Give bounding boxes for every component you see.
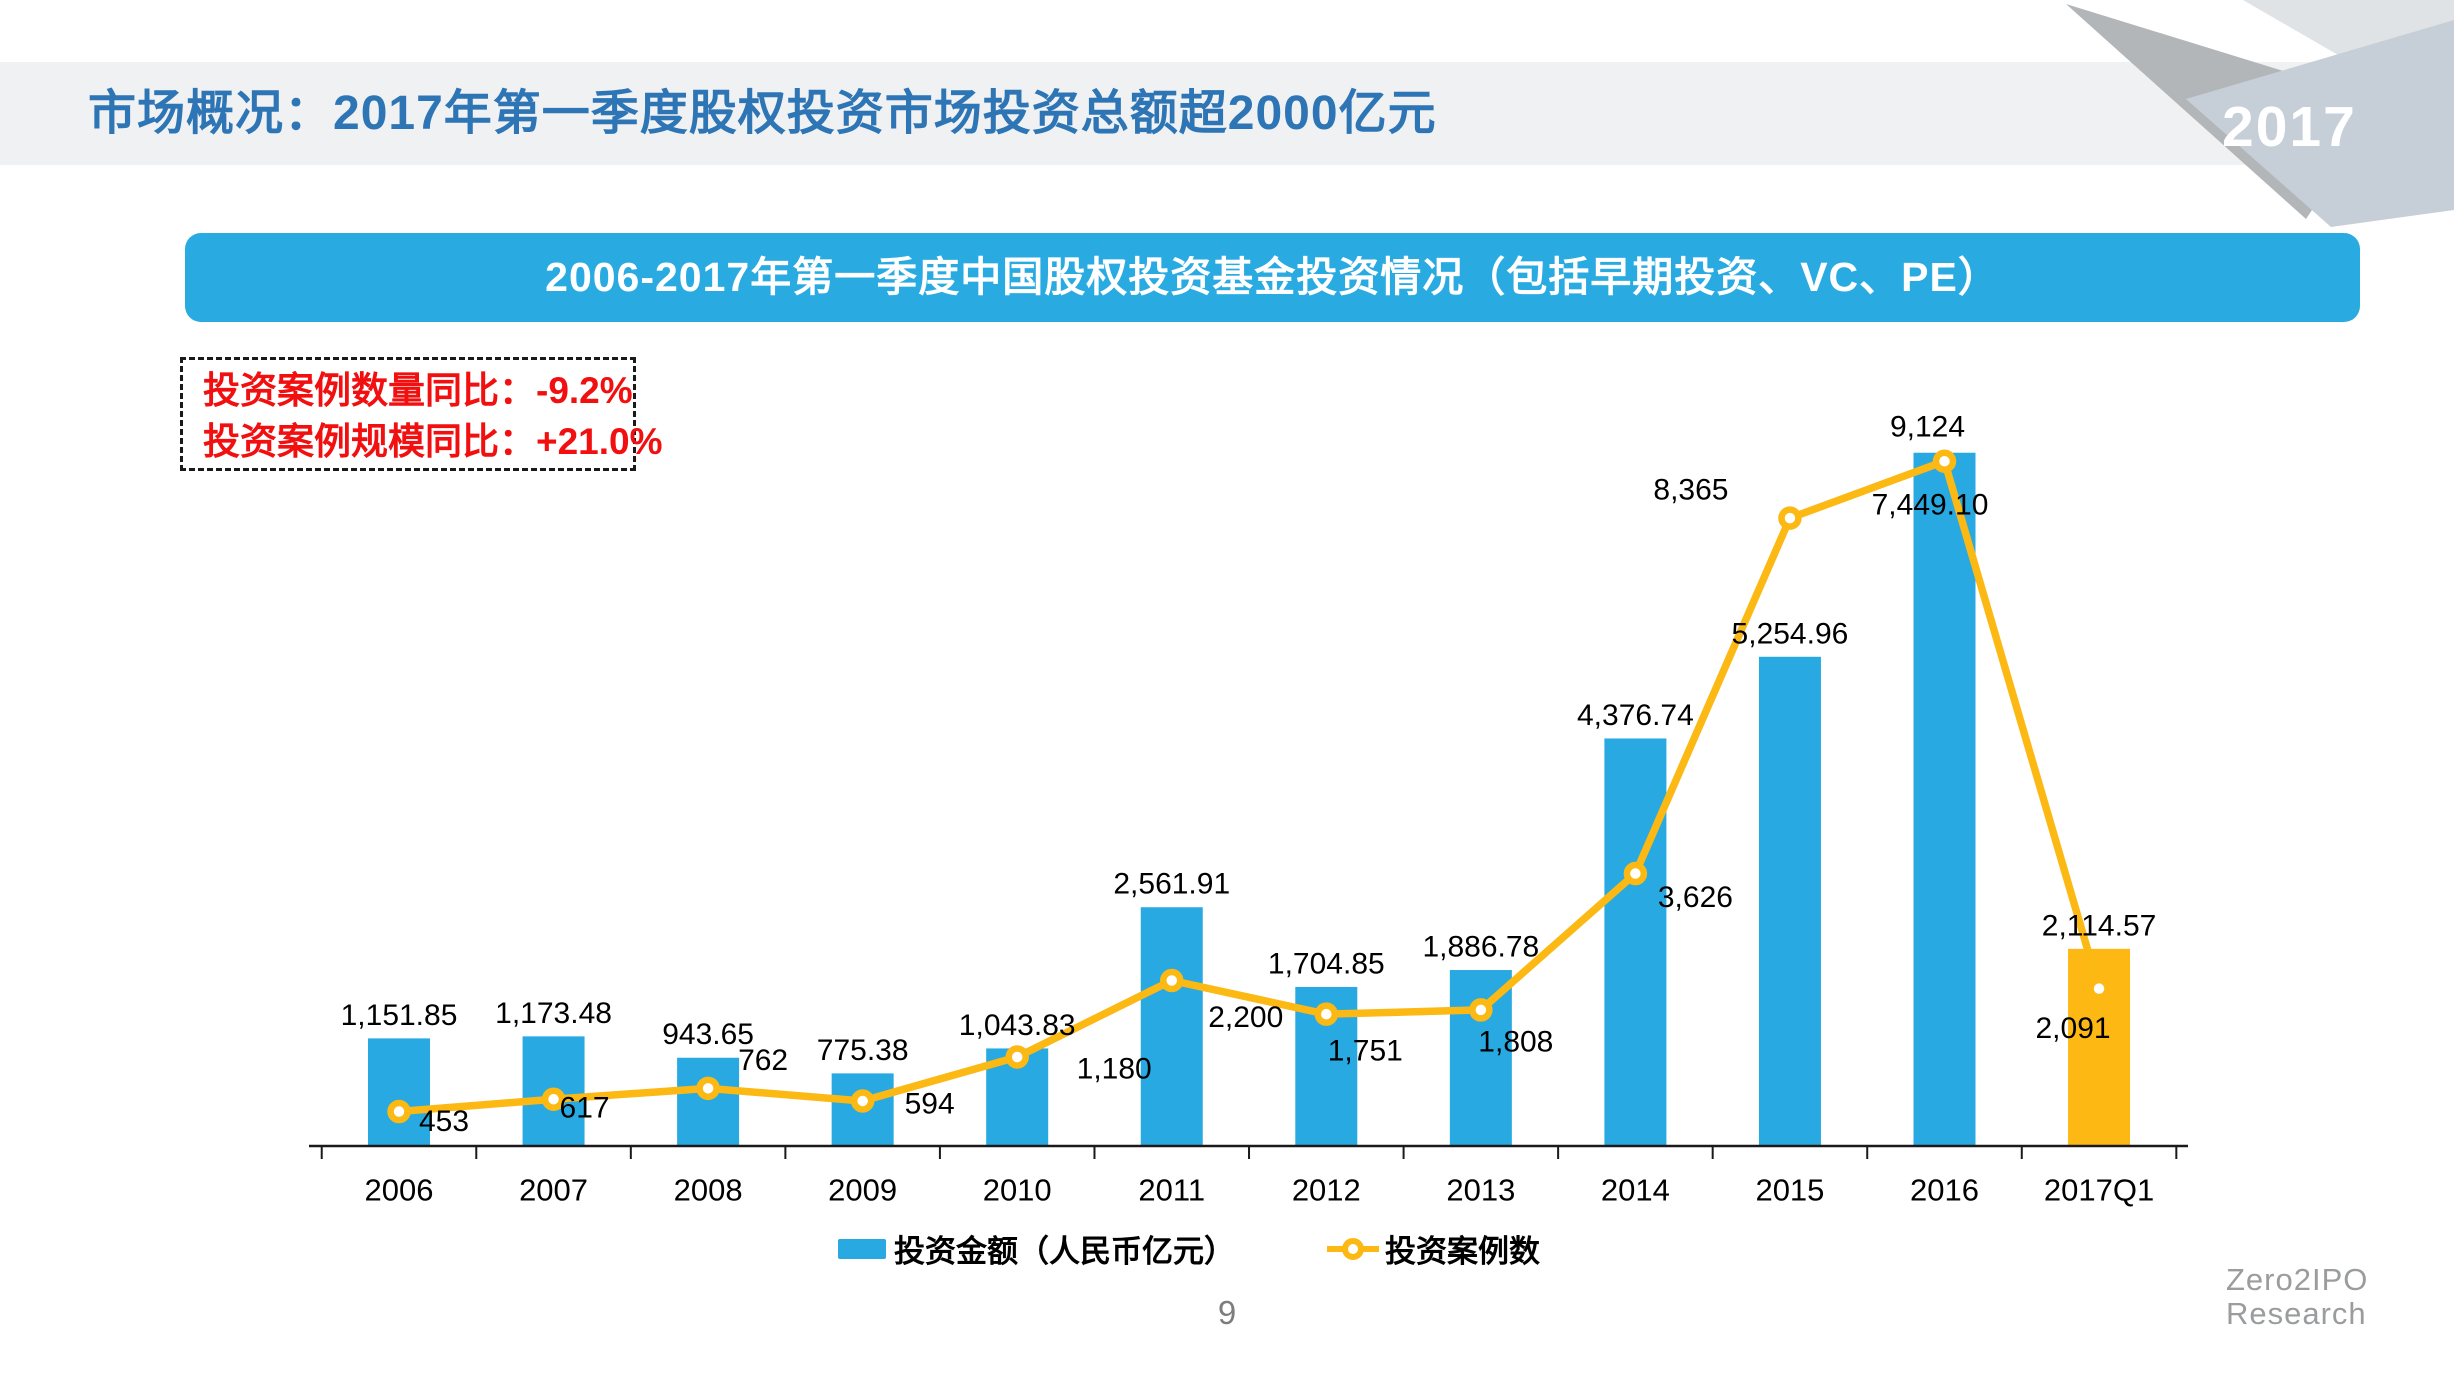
line-label-2015: 8,365: [1653, 474, 1728, 507]
marker-2017Q1: [2087, 976, 2111, 1001]
line-label-2013: 1,808: [1478, 1025, 1553, 1058]
bar-label-2009: 775.38: [817, 1034, 909, 1067]
bar-label-2007: 1,173.48: [495, 997, 612, 1030]
line-label-2010: 1,180: [1077, 1053, 1152, 1086]
line-label-2009: 594: [905, 1087, 955, 1120]
bar-2015: [1758, 656, 1821, 1147]
bar-label-2015: 5,254.96: [1732, 617, 1849, 650]
bar-2011: [1140, 907, 1203, 1147]
legend-label-amount: 投资金额（人民币亿元）: [894, 1234, 1235, 1269]
zero2ipo-logo: Zero2IPO Research: [2226, 1263, 2368, 1331]
marker-2008: [696, 1076, 720, 1101]
bar-label-2008: 943.65: [662, 1018, 754, 1051]
line-label-2012: 1,751: [1328, 1035, 1403, 1068]
marker-2010: [1005, 1045, 1029, 1069]
bar-2006: [368, 1038, 430, 1147]
logo-line-1: Zero2IPO: [2226, 1262, 2369, 1297]
bar-2014: [1604, 738, 1667, 1147]
bar-label-2006: 1,151.85: [341, 999, 458, 1032]
x-label-2007: 2007: [519, 1173, 588, 1208]
page-number: 9: [1217, 1294, 1237, 1331]
marker-2015: [1778, 506, 1802, 530]
chart-legend: 投资金额（人民币亿元） 投资案例数: [838, 1226, 1540, 1271]
marker-2007: [541, 1087, 566, 1111]
bar-label-2014: 4,376.74: [1577, 699, 1694, 732]
x-label-2011: 2011: [1138, 1173, 1205, 1208]
title-bar: 市场概况：2017年第一季度股权投资市场投资总额超2000亿元: [0, 62, 2454, 165]
marker-2006: [387, 1099, 411, 1124]
x-label-2013: 2013: [1446, 1173, 1515, 1208]
marker-2016: [1932, 449, 1957, 473]
x-label-2014: 2014: [1601, 1173, 1670, 1208]
page-title: 市场概况：2017年第一季度股权投资市场投资总额超2000亿元: [88, 87, 1437, 140]
line-series-marker: [1327, 1237, 1379, 1260]
bar-label-2013: 1,886.78: [1422, 931, 1539, 964]
line-label-2014: 3,626: [1658, 881, 1733, 914]
bar-label-2011: 2,561.91: [1113, 868, 1230, 901]
chart-title-banner: 2006-2017年第一季度中国股权投资基金投资情况（包括早期投资、VC、PE）: [185, 233, 2360, 322]
line-label-2007: 617: [560, 1092, 610, 1125]
marker-2009: [850, 1089, 875, 1113]
bar-label-2012: 1,704.85: [1268, 947, 1385, 980]
legend-item-amount: 投资金额（人民币亿元）: [838, 1226, 1235, 1271]
x-label-2006: 2006: [365, 1173, 434, 1208]
bar-2008: [677, 1057, 740, 1147]
bar-series-swatch: [838, 1238, 886, 1259]
marker-2014: [1623, 861, 1648, 886]
case-count-line: [395, 457, 2103, 1116]
x-label-2015: 2015: [1755, 1173, 1824, 1208]
legend-item-cases: 投资案例数: [1327, 1226, 1540, 1271]
marker-2012: [1314, 1002, 1339, 1026]
x-label-2010: 2010: [983, 1173, 1052, 1208]
x-label-2012: 2012: [1292, 1173, 1361, 1208]
yoy-stats-box: 投资案例数量同比：-9.2% 投资案例规模同比：+21.0%: [180, 357, 663, 471]
stat-case-scale-yoy: 投资案例规模同比：+21.0%: [203, 421, 663, 462]
bar-label-2010: 1,043.83: [959, 1009, 1076, 1042]
x-label-2017Q1: 2017Q1: [2044, 1173, 2154, 1208]
x-label-2009: 2009: [828, 1173, 897, 1208]
line-label-2006: 453: [419, 1105, 469, 1138]
marker-2011: [1160, 968, 1184, 993]
bar-label-2017Q1: 2,114.57: [2042, 909, 2157, 942]
line-label-2011: 2,200: [1208, 1001, 1283, 1034]
legend-label-cases: 投资案例数: [1385, 1234, 1540, 1269]
bar-label-2016: 7,449.10: [1872, 489, 1989, 522]
x-label-2016: 2016: [1910, 1173, 1979, 1208]
line-label-2016: 9,124: [1890, 411, 1965, 444]
x-label-2008: 2008: [674, 1173, 743, 1208]
stat-case-count-yoy: 投资案例数量同比：-9.2%: [203, 370, 633, 411]
logo-line-2: Research: [2226, 1296, 2367, 1331]
bar-2016: [1913, 452, 1976, 1147]
line-label-2008: 762: [738, 1044, 788, 1077]
year-badge: 2017: [2222, 95, 2357, 159]
chart-title-text: 2006-2017年第一季度中国股权投资基金投资情况（包括早期投资、VC、PE）: [545, 254, 2000, 300]
line-label-2017Q1: 2,091: [2036, 1012, 2111, 1045]
marker-2013: [1469, 998, 1493, 1022]
